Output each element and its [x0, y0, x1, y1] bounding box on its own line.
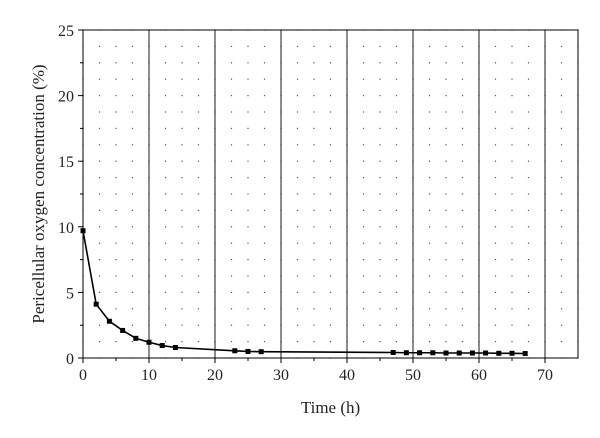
data-point: [456, 350, 462, 356]
data-point: [80, 228, 86, 234]
x-tick-label-10: 10: [141, 367, 157, 384]
x-tick-label-50: 50: [405, 367, 421, 384]
y-tick-label-25: 25: [58, 23, 74, 40]
axis-ticks: 0 10 20 30 40 50 60 70 0 5 10 15 20 25: [58, 23, 553, 384]
grid: [82, 29, 579, 359]
data-point: [469, 350, 475, 356]
data-point: [403, 350, 409, 356]
data-point: [159, 343, 165, 349]
y-tick-label-10: 10: [58, 220, 74, 237]
data-point: [232, 348, 238, 354]
data-point: [106, 318, 112, 324]
series: [80, 228, 528, 357]
x-tick-label-20: 20: [207, 367, 223, 384]
y-tick-label-5: 5: [66, 285, 74, 302]
x-tick-label-40: 40: [339, 367, 355, 384]
data-point: [496, 350, 502, 356]
data-point: [522, 351, 528, 357]
y-tick-label-20: 20: [58, 89, 74, 106]
data-point: [146, 339, 152, 345]
data-point: [172, 345, 178, 350]
x-axis-title: Time (h): [301, 398, 360, 417]
x-tick-label-0: 0: [79, 367, 87, 384]
y-tick-label-0: 0: [66, 351, 74, 368]
x-tick-label-60: 60: [471, 367, 487, 384]
data-point: [509, 350, 515, 356]
data-point: [245, 348, 251, 354]
series-line-0: [82, 230, 526, 355]
x-tick-label-30: 30: [273, 367, 289, 384]
y-axis-title: Pericellular oxygen concentration (%): [29, 64, 48, 323]
y-tick-label-15: 15: [58, 154, 74, 171]
data-point: [443, 350, 449, 356]
data-point: [133, 335, 139, 341]
data-point: [390, 349, 396, 355]
data-point: [93, 301, 99, 307]
data-point: [417, 350, 423, 356]
data-point: [258, 349, 264, 355]
grid-dots: [82, 29, 579, 359]
data-point: [120, 327, 126, 333]
data-point: [483, 350, 489, 356]
x-tick-label-70: 70: [537, 367, 553, 384]
data-point: [430, 350, 436, 356]
